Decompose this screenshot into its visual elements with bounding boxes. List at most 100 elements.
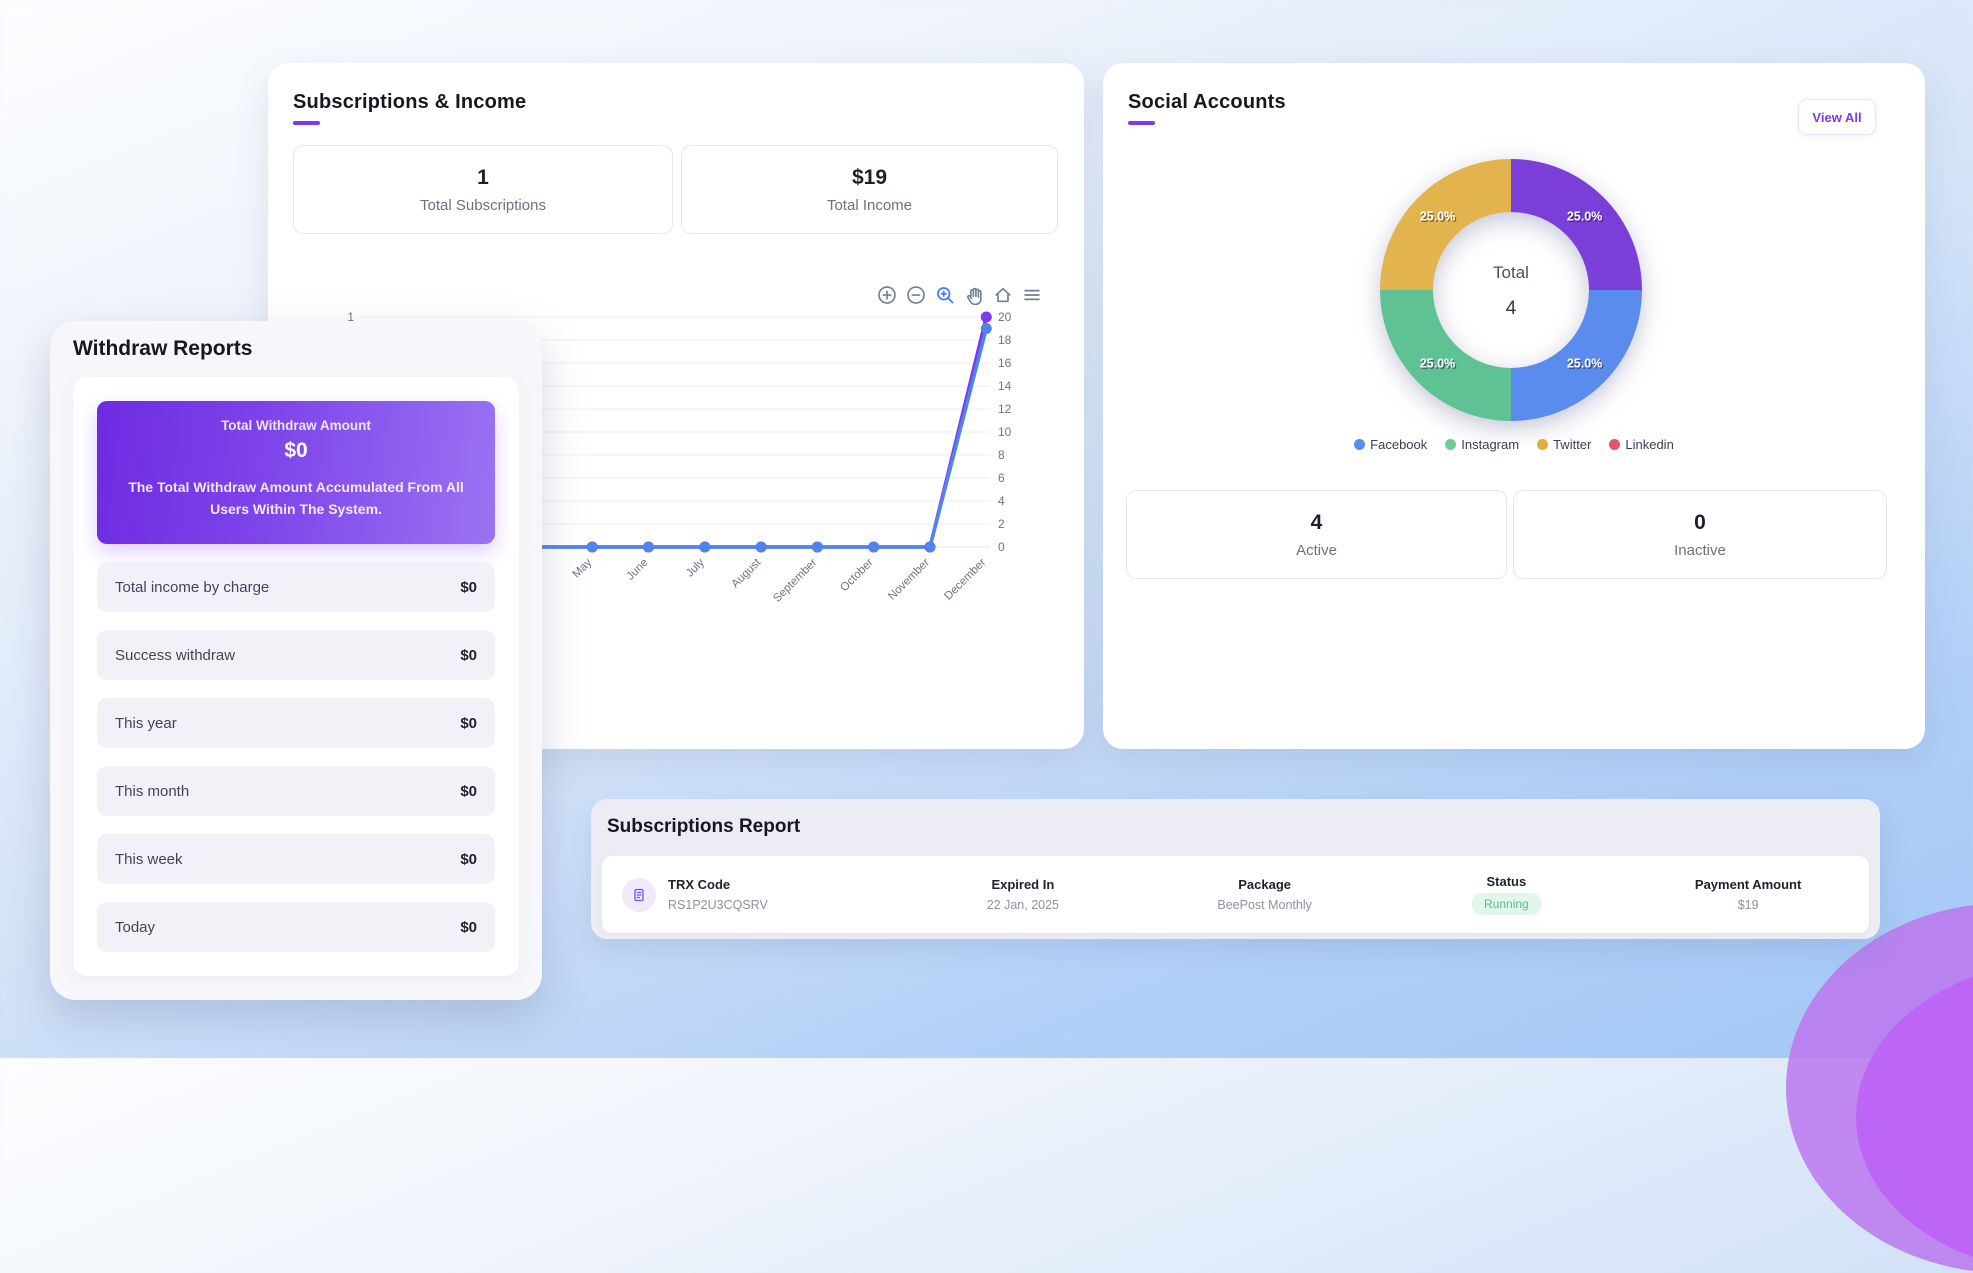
- svg-text:16: 16: [998, 356, 1012, 370]
- row-label: Total income by charge: [115, 578, 270, 596]
- svg-text:August: August: [729, 556, 763, 590]
- svg-text:12: 12: [998, 402, 1012, 416]
- package-value: BeePost Monthly: [1217, 898, 1312, 912]
- stat-label: Inactive: [1674, 541, 1726, 559]
- subscriptions-report-card: Subscriptions Report TRX Code RS1P2U3CQS…: [591, 799, 1880, 939]
- title-accent-bar: [293, 121, 320, 125]
- svg-text:Income: Income: [1027, 410, 1028, 454]
- receipt-icon: [622, 877, 656, 912]
- svg-text:November: November: [886, 557, 932, 603]
- svg-text:25.0%: 25.0%: [1568, 358, 1603, 372]
- svg-text:14: 14: [998, 379, 1012, 393]
- card-header: Subscriptions & Income: [293, 91, 526, 125]
- svg-text:2: 2: [998, 517, 1005, 531]
- list-item-today: Today $0: [97, 902, 495, 952]
- facebook-legend-dot: [1354, 439, 1366, 450]
- status-badge: Running: [1472, 893, 1541, 915]
- inactive-accounts-stat: 0 Inactive: [1513, 490, 1887, 579]
- card-title: Social Accounts: [1128, 91, 1286, 113]
- trx-code-cell: TRX Code RS1P2U3CQSRV: [602, 877, 902, 912]
- column-header: Payment Amount: [1694, 877, 1802, 892]
- withdraw-reports-card: Withdraw Reports Total Withdraw Amount $…: [50, 321, 542, 1000]
- row-value: $0: [460, 714, 477, 732]
- linkedin-legend-dot: [1609, 439, 1621, 450]
- active-accounts-stat: 4 Active: [1126, 490, 1507, 579]
- svg-text:May: May: [570, 556, 594, 580]
- banner-description: The Total Withdraw Amount Accumulated Fr…: [128, 479, 464, 517]
- svg-text:4: 4: [1506, 298, 1517, 319]
- stat-label: Active: [1296, 541, 1337, 559]
- svg-text:25.0%: 25.0%: [1421, 211, 1456, 225]
- stat-label: Total Subscriptions: [420, 196, 546, 214]
- list-item-success-withdraw: Success withdraw $0: [97, 630, 495, 680]
- svg-text:0: 0: [998, 540, 1005, 554]
- svg-text:25.0%: 25.0%: [1568, 211, 1603, 225]
- zoom-out-icon[interactable]: [906, 285, 926, 305]
- list-item-total-income-by-charge: Total income by charge $0: [97, 562, 495, 612]
- column-header: Package: [1238, 877, 1291, 892]
- legend-item-instagram[interactable]: Instagram: [1445, 437, 1519, 452]
- legend-item-linkedin[interactable]: Linkedin: [1609, 437, 1674, 452]
- home-reset-icon[interactable]: [993, 285, 1013, 305]
- chart-toolbar: [877, 285, 1042, 305]
- row-value: $0: [460, 918, 477, 936]
- list-item-this-month: This month $0: [97, 766, 495, 816]
- zoom-in-icon[interactable]: [877, 285, 897, 305]
- svg-text:25.0%: 25.0%: [1567, 209, 1602, 223]
- row-label: This year: [115, 714, 177, 732]
- selection-zoom-icon[interactable]: [935, 285, 955, 305]
- total-income-stat: $19 Total Income: [681, 145, 1058, 234]
- row-value: $0: [460, 850, 477, 868]
- table-row[interactable]: TRX Code RS1P2U3CQSRV Expired In 22 Jan,…: [602, 856, 1869, 933]
- column-header: Expired In: [991, 877, 1055, 892]
- legend-item-twitter[interactable]: Twitter: [1537, 437, 1591, 452]
- withdraw-panel: Total Withdraw Amount $0 The Total Withd…: [73, 377, 519, 976]
- svg-text:6: 6: [998, 471, 1005, 485]
- title-accent-bar: [1128, 121, 1155, 125]
- view-all-button[interactable]: View All: [1798, 99, 1876, 135]
- social-accounts-card: Social Accounts View All 25.0% 25.0% 25.0%…: [1103, 63, 1925, 749]
- expired-in-value: 22 Jan, 2025: [986, 898, 1060, 912]
- stat-value: 4: [1310, 510, 1323, 534]
- legend-label: Linkedin: [1625, 437, 1674, 452]
- stat-value: 1: [477, 165, 489, 189]
- menu-icon[interactable]: [1022, 285, 1042, 305]
- stat-value: $19: [851, 165, 888, 189]
- column-header: Status: [1486, 874, 1527, 889]
- instagram-legend-dot: [1445, 439, 1457, 450]
- twitter-legend-dot: [1537, 439, 1549, 450]
- legend-item-facebook[interactable]: Facebook: [1354, 437, 1427, 452]
- social-accounts-donut-chart[interactable]: 25.0%25.0%25.0%25.0%25.0%25.0%25.0%25.0%…: [1356, 135, 1666, 445]
- banner-amount: $0: [284, 439, 308, 462]
- row-label: Success withdraw: [115, 646, 236, 664]
- status-cell: Status Running: [1386, 874, 1628, 915]
- row-value: $0: [460, 578, 477, 596]
- stat-label: Total Income: [826, 196, 913, 214]
- card-title: Subscriptions Report: [607, 816, 801, 837]
- list-item-this-year: This year $0: [97, 698, 495, 748]
- row-label: This week: [115, 850, 183, 868]
- row-value: $0: [460, 646, 477, 664]
- row-label: This month: [115, 782, 190, 800]
- total-subscriptions-stat: 1 Total Subscriptions: [293, 145, 673, 234]
- payment-amount-value: $19: [1737, 898, 1759, 912]
- svg-text:10: 10: [998, 425, 1012, 439]
- legend-label: Twitter: [1553, 437, 1592, 452]
- svg-text:October: October: [838, 557, 876, 595]
- card-title: Withdraw Reports: [73, 337, 253, 360]
- svg-text:1: 1: [347, 310, 354, 324]
- svg-text:25.0%: 25.0%: [1567, 357, 1602, 371]
- row-label: Today: [115, 918, 156, 936]
- row-value: $0: [460, 782, 477, 800]
- svg-text:September: September: [771, 557, 819, 605]
- pan-hand-icon[interactable]: [964, 285, 984, 305]
- svg-text:July: July: [684, 556, 707, 579]
- svg-text:June: June: [625, 557, 651, 583]
- card-header: Social Accounts: [1128, 91, 1286, 125]
- banner-title: Total Withdraw Amount: [221, 418, 371, 433]
- card-title: Subscriptions & Income: [293, 91, 527, 113]
- dashboard-page: Subscriptions & Income 1 Total Subscript…: [50, 63, 1973, 1273]
- donut-legend: Facebook Instagram Twitter Linkedin: [1103, 437, 1925, 452]
- svg-text:Total: Total: [1493, 263, 1529, 282]
- withdraw-rows: Total income by charge $0 Success withdr…: [97, 562, 495, 952]
